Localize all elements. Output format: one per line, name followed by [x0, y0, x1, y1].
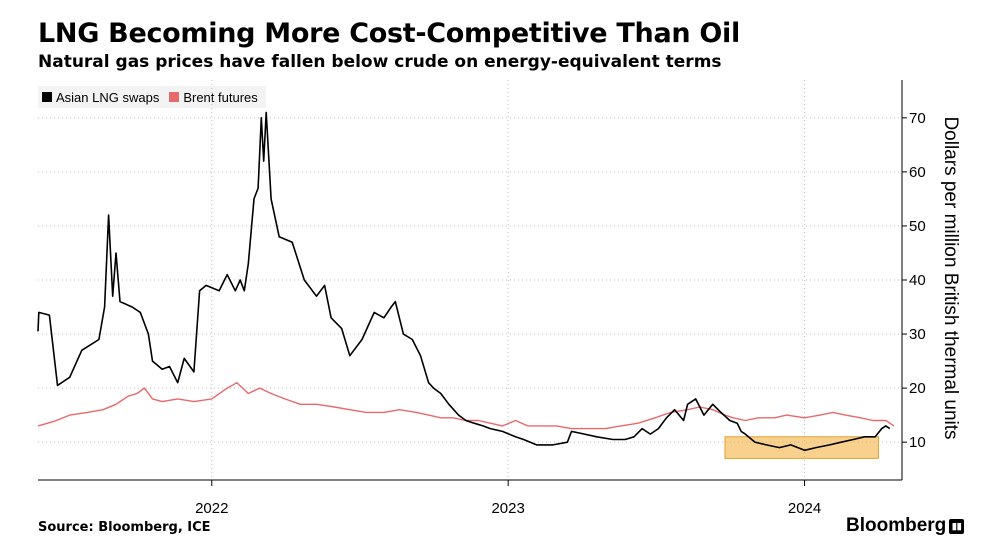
legend-item-lng: Asian LNG swaps	[42, 90, 159, 105]
x-tick-label: 2024	[788, 500, 821, 517]
legend-item-brent: Brent futures	[169, 89, 258, 105]
chart-subtitle: Natural gas prices have fallen below cru…	[38, 52, 722, 72]
x-tick-label: 2022	[195, 500, 228, 517]
bloomberg-logo: Bloomberg ▮▮	[846, 515, 965, 537]
highlight-band	[724, 436, 879, 459]
brand-name: Bloomberg	[846, 515, 947, 536]
chart-title: LNG Becoming More Cost-Competitive Than …	[38, 18, 740, 49]
series-line-asian-lng	[37, 111, 891, 452]
legend-swatch-lng	[42, 92, 52, 102]
chart-legend: Asian LNG swaps Brent futures	[38, 86, 266, 108]
legend-label-lng: Asian LNG swaps	[56, 89, 160, 105]
series-layer	[37, 111, 895, 452]
y-tick-label: 50	[909, 218, 926, 235]
y-axis-label-text: Dollars per million British thermal unit…	[940, 116, 961, 440]
y-tick-label: 20	[909, 380, 926, 397]
chart-axes: 10 20 30 40 50 60 70 2022 2023 2024	[38, 80, 926, 517]
y-tick-label: 30	[909, 326, 926, 343]
series-line-brent	[37, 382, 895, 430]
y-tick-label: 70	[909, 110, 926, 127]
source-note: Source: Bloomberg, ICE	[38, 520, 211, 535]
y-tick-label: 10	[909, 434, 926, 451]
y-tick-label: 60	[909, 164, 926, 181]
legend-label-brent: Brent futures	[183, 89, 258, 105]
y-tick-label: 40	[909, 272, 926, 289]
x-tick-label: 2023	[491, 500, 524, 517]
legend-swatch-brent	[169, 92, 180, 102]
bloomberg-terminal-icon: ▮▮	[949, 518, 965, 534]
highlight-layer	[724, 436, 879, 459]
